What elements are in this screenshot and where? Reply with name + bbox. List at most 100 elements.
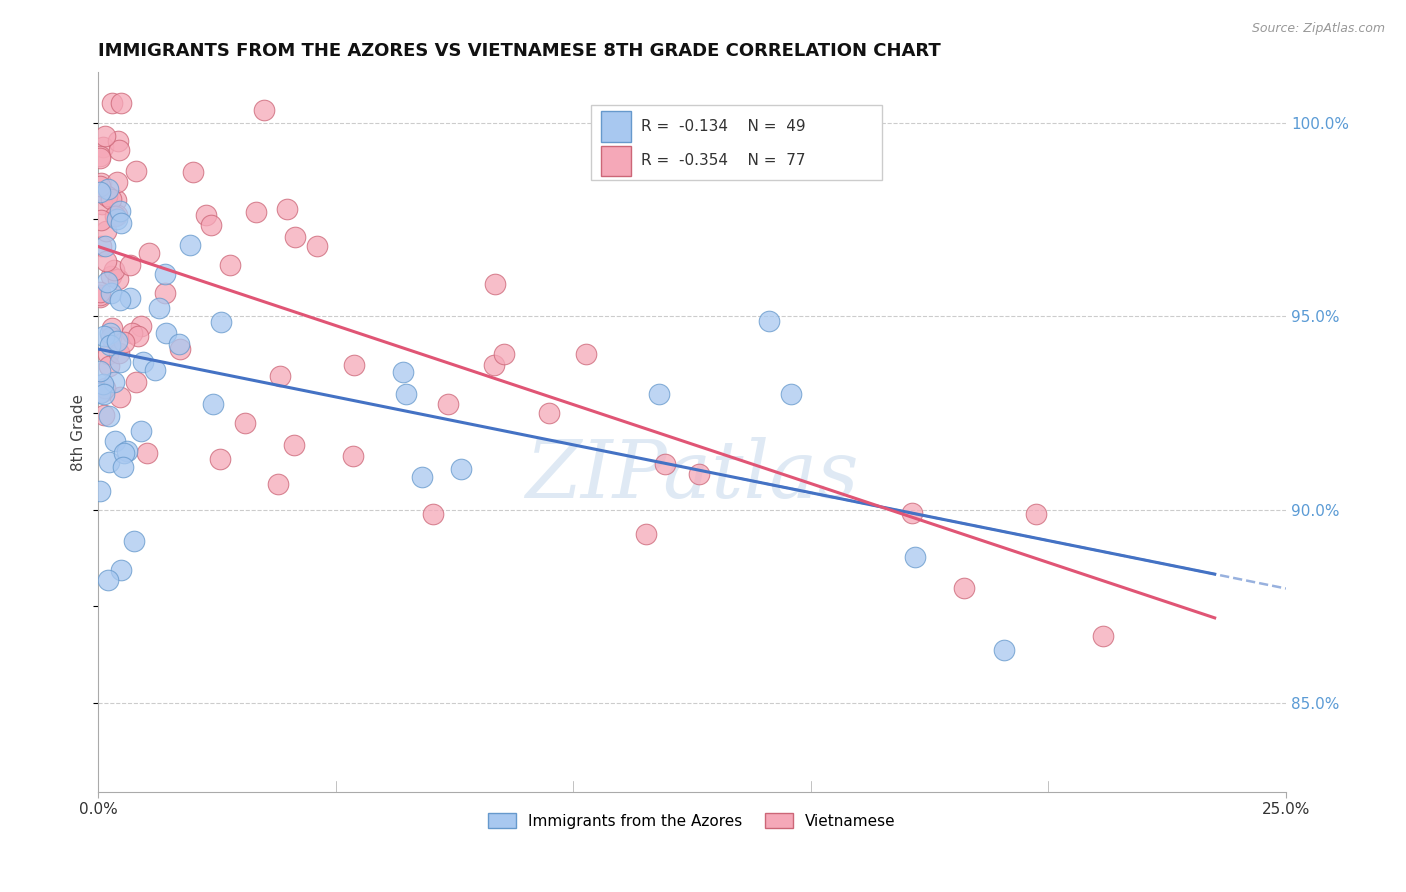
Point: [233, 416, 256, 430]
Point: [98, 338, 121, 352]
Point: [89, 186, 111, 200]
Point: [450, 462, 472, 476]
Point: [283, 438, 305, 452]
Point: [115, 443, 138, 458]
Point: [89, 151, 111, 165]
Point: [209, 315, 232, 329]
Point: [422, 507, 444, 521]
Point: [648, 387, 671, 401]
FancyBboxPatch shape: [591, 104, 882, 180]
Point: [202, 397, 225, 411]
Legend: Immigrants from the Azores, Vietnamese: Immigrants from the Azores, Vietnamese: [482, 806, 901, 835]
Point: [108, 346, 131, 360]
Y-axis label: 8th Grade: 8th Grade: [72, 393, 86, 471]
Point: [167, 336, 190, 351]
Point: [1092, 629, 1115, 643]
Text: ZIPatlas: ZIPatlas: [526, 436, 859, 514]
Point: [654, 458, 676, 472]
Point: [93, 387, 115, 401]
Point: [97, 409, 120, 424]
Point: [89, 285, 111, 299]
Point: [484, 277, 506, 292]
Point: [108, 143, 131, 157]
Point: [169, 342, 191, 356]
Point: [98, 359, 121, 373]
Point: [900, 507, 922, 521]
Point: [121, 326, 143, 341]
Point: [391, 365, 413, 379]
Point: [110, 293, 132, 307]
Point: [395, 387, 418, 401]
Point: [103, 375, 125, 389]
Point: [101, 320, 124, 334]
Point: [100, 330, 122, 344]
Point: [94, 128, 117, 143]
Point: [96, 188, 118, 202]
Point: [780, 387, 803, 401]
Point: [111, 459, 134, 474]
Point: [98, 454, 121, 468]
Point: [89, 289, 111, 303]
Point: [143, 363, 166, 377]
Point: [97, 347, 120, 361]
Text: IMMIGRANTS FROM THE AZORES VS VIETNAMESE 8TH GRADE CORRELATION CHART: IMMIGRANTS FROM THE AZORES VS VIETNAMESE…: [98, 42, 941, 60]
Point: [127, 328, 149, 343]
Point: [411, 470, 433, 484]
Point: [93, 329, 115, 343]
Point: [100, 96, 122, 111]
Point: [218, 258, 240, 272]
Point: [343, 358, 366, 372]
Point: [108, 355, 131, 369]
Point: [107, 134, 129, 148]
Point: [94, 239, 117, 253]
Point: [200, 218, 222, 232]
Point: [97, 182, 120, 196]
Point: [93, 140, 115, 154]
Point: [105, 212, 128, 227]
Point: [90, 239, 112, 253]
Point: [305, 239, 328, 253]
Text: R =  -0.134    N =  49: R = -0.134 N = 49: [641, 119, 806, 134]
Point: [96, 275, 118, 289]
FancyBboxPatch shape: [600, 112, 631, 142]
Point: [125, 376, 148, 390]
Point: [110, 390, 132, 404]
Point: [89, 178, 111, 193]
Point: [276, 202, 298, 216]
Point: [269, 369, 291, 384]
Point: [993, 642, 1015, 657]
Point: [93, 408, 115, 422]
Point: [209, 452, 232, 467]
Point: [89, 288, 111, 302]
Point: [105, 334, 128, 348]
Point: [538, 406, 561, 420]
Point: [89, 149, 111, 163]
Point: [195, 208, 218, 222]
Point: [98, 326, 121, 340]
Point: [105, 175, 128, 189]
Point: [107, 272, 129, 286]
Point: [437, 397, 460, 411]
Point: [105, 208, 128, 222]
Point: [93, 381, 115, 395]
Point: [181, 165, 204, 179]
Point: [129, 424, 152, 438]
Point: [110, 96, 132, 111]
Point: [129, 318, 152, 333]
Text: Source: ZipAtlas.com: Source: ZipAtlas.com: [1251, 22, 1385, 36]
Point: [104, 434, 127, 449]
Point: [100, 286, 122, 301]
Point: [138, 245, 160, 260]
Point: [245, 204, 267, 219]
Point: [904, 549, 927, 564]
Point: [112, 445, 135, 459]
Point: [342, 449, 364, 463]
Point: [100, 269, 122, 284]
Point: [97, 574, 120, 588]
Point: [112, 335, 135, 350]
Point: [110, 563, 132, 577]
Point: [89, 364, 111, 378]
Point: [155, 326, 177, 340]
Point: [179, 238, 201, 252]
Point: [89, 484, 111, 499]
